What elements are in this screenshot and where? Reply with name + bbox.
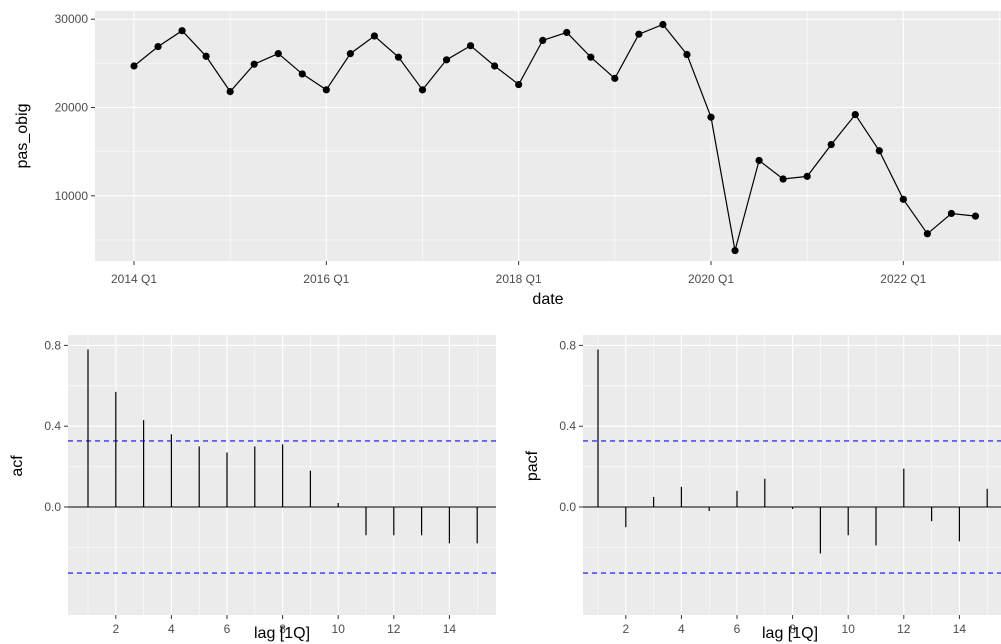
ts-y-axis-title: pas_obig [14, 104, 31, 169]
ts-data-point [707, 113, 715, 121]
acf-y-tick-label: 0.8 [44, 338, 61, 352]
ts-series-line [133, 23, 976, 251]
ts-data-point [442, 56, 451, 64]
ts-data-point [154, 42, 162, 51]
ts-data-point [923, 230, 931, 238]
ts-data-point [226, 88, 234, 96]
ts-data-point [418, 86, 427, 94]
ts-x-axis-title: date [532, 291, 563, 308]
ts-data-point [250, 60, 258, 68]
ts-data-point [899, 195, 907, 203]
pacf-x-tick-label: 6 [734, 622, 741, 636]
ts-y-tick-label: 10000 [55, 189, 89, 203]
ts-data-point [346, 50, 354, 58]
ts-data-point [394, 53, 403, 61]
ts-x-tick-label: 2020 Q1 [688, 272, 734, 286]
ts-data-point [515, 80, 523, 89]
ts-data-point [947, 209, 956, 218]
ts-data-point [971, 212, 980, 220]
acf-y-tick-label: 0.0 [44, 500, 61, 514]
ts-data-point [611, 74, 619, 82]
acf-x-tick-label: 2 [112, 622, 119, 636]
pacf-panel: 0.0 0.4 0.8 2 4 6 8 10 12 14 lag [1Q] pacf [524, 335, 1001, 642]
ts-data-point [466, 42, 475, 50]
ts-data-point [635, 30, 643, 38]
acf-x-tick-label: 12 [387, 622, 401, 636]
pacf-y-tick-label: 0.8 [559, 338, 576, 352]
pacf-y-tick-label: 0.4 [559, 419, 576, 433]
ts-plot-background [95, 11, 1001, 261]
ts-data-point [803, 172, 811, 180]
ts-x-tick-label: 2016 Q1 [303, 272, 349, 286]
pacf-x-tick-label: 8 [789, 622, 796, 636]
acf-x-tick-label: 8 [279, 622, 286, 636]
pacf-x-tick-label: 4 [678, 622, 685, 636]
ts-data-point [779, 175, 787, 183]
acf-x-tick-label: 14 [443, 622, 457, 636]
ts-y-tick-label: 30000 [55, 12, 89, 26]
ts-data-point [563, 28, 571, 37]
ts-x-tick-label: 2022 Q1 [880, 272, 926, 286]
ts-y-tick-label: 20000 [55, 101, 89, 115]
ts-data-point [875, 147, 883, 155]
pacf-x-tick-label: 2 [622, 622, 629, 636]
acf-x-tick-label: 10 [332, 622, 346, 636]
acf-panel: 0.0 0.4 0.8 2 4 6 8 10 12 14 lag [1Q] acf [9, 335, 496, 642]
ts-data-point [274, 50, 282, 58]
pacf-x-axis-title: lag [1Q] [762, 625, 818, 642]
ts-data-point [659, 20, 667, 29]
ts-data-point [851, 110, 859, 119]
acf-y-axis-title: acf [9, 455, 26, 477]
pacf-x-tick-label: 12 [897, 622, 911, 636]
pacf-x-tick-label: 10 [842, 622, 856, 636]
ts-data-point [202, 52, 210, 60]
ts-data-point [322, 86, 330, 94]
ts-data-point [587, 53, 595, 61]
time-series-panel: 10000 20000 30000 2014 Q1 2016 Q1 2018 Q1 202… [14, 11, 1001, 308]
pacf-y-axis-title: pacf [524, 450, 541, 481]
acf-y-tick-label: 0.4 [44, 419, 61, 433]
ts-data-point [827, 140, 835, 149]
acf-x-tick-label: 6 [224, 622, 231, 636]
ts-data-point [178, 27, 186, 35]
acf-x-axis-title: lag [1Q] [254, 625, 310, 642]
ts-data-point [491, 62, 499, 70]
pacf-x-tick-label: 14 [953, 622, 967, 636]
ts-data-point [298, 70, 306, 78]
ts-data-point [731, 246, 739, 255]
pacf-y-tick-label: 0.0 [559, 500, 576, 514]
acf-x-tick-label: 4 [168, 622, 175, 636]
ts-data-point [683, 50, 691, 59]
ts-data-point [370, 32, 379, 40]
ts-x-tick-label: 2014 Q1 [111, 272, 157, 286]
ts-data-point [755, 156, 763, 165]
ts-data-point [539, 36, 547, 44]
ts-data-point [130, 62, 138, 70]
ts-x-tick-label: 2018 Q1 [496, 272, 542, 286]
